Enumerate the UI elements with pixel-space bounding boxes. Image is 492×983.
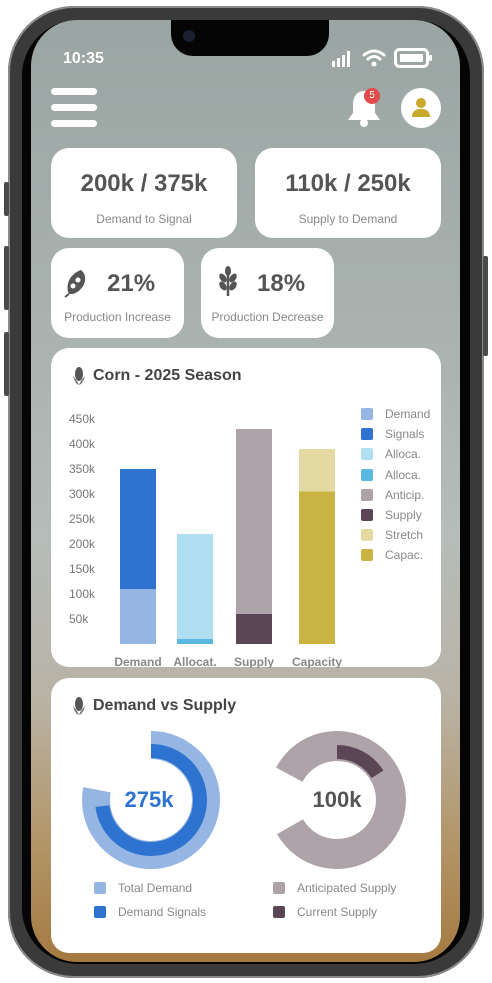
x-tick-label: Capacity	[292, 655, 342, 668]
stat-card-production-increase: 21% Production Increase	[51, 248, 184, 338]
volume-down-button	[4, 246, 9, 310]
menu-button[interactable]	[51, 88, 97, 128]
stat-label: Production Decrease	[211, 310, 324, 324]
donut-center-label: 100k	[313, 787, 363, 812]
bar-segment	[177, 639, 213, 644]
user-icon	[412, 98, 430, 117]
donut-demand-signals	[95, 744, 207, 856]
bar-segment	[299, 449, 335, 492]
avatar[interactable]	[401, 88, 441, 128]
front-camera	[183, 30, 195, 42]
stat-label: Demand to Signal	[96, 212, 192, 226]
stat-value: 18%	[257, 270, 306, 297]
notch	[171, 20, 329, 56]
chart-title: Demand vs Supply	[93, 697, 237, 714]
y-tick-label: 450k	[69, 412, 96, 426]
app-screen: 10:35 5 200k / 375k Demand to Signal	[31, 20, 460, 962]
y-tick-label: 150k	[69, 562, 96, 576]
season-bar-chart: 50k 100k 150k 200k 250k 300k 350k 400k 450k Deman…	[69, 412, 342, 668]
silent-switch	[4, 332, 9, 396]
stat-value: 21%	[107, 270, 156, 297]
stat-label: Supply to Demand	[298, 212, 398, 226]
stat-card-production-decrease: 18% Production Decrease	[201, 248, 334, 338]
corn-icon	[73, 697, 85, 715]
battery-icon	[394, 48, 432, 68]
stat-card-demand-signal: 200k / 375k Demand to Signal	[51, 148, 237, 238]
bar-segment	[177, 534, 213, 639]
volume-up-button	[4, 182, 9, 216]
stat-card-supply-demand: 110k / 250k Supply to Demand	[255, 148, 441, 238]
donut-current-supply	[336, 745, 384, 779]
bar-segment	[299, 491, 335, 644]
stat-value: 200k / 375k	[80, 170, 208, 197]
season-chart-card: Corn - 2025 Season 50k 100k 150k 200k 250k 30…	[51, 348, 441, 668]
y-tick-label: 250k	[69, 512, 96, 526]
bar-segment	[236, 614, 272, 644]
y-tick-label: 300k	[69, 487, 96, 501]
bar-segment	[120, 469, 156, 589]
y-tick-label: 100k	[69, 587, 96, 601]
wheat-icon	[219, 266, 237, 296]
stat-label: Production Increase	[64, 310, 171, 324]
status-icons	[332, 48, 432, 68]
x-tick-label: Supply	[234, 655, 274, 668]
demand-supply-card: Demand vs Supply 275k 100k Total Demand D…	[51, 678, 441, 953]
stat-value: 110k / 250k	[285, 170, 411, 197]
x-tick-label: Allocat.	[173, 655, 216, 668]
y-tick-label: 350k	[69, 462, 96, 476]
y-tick-label: 200k	[69, 537, 96, 551]
y-tick-label: 50k	[69, 612, 89, 626]
corn-icon	[73, 367, 85, 385]
chart-title: Corn - 2025 Season	[93, 367, 242, 384]
x-tick-label: Demand	[114, 655, 161, 668]
bar-segment	[120, 589, 156, 644]
y-tick-label: 400k	[69, 437, 96, 451]
wifi-icon	[362, 49, 386, 67]
donut-center-label: 275k	[125, 787, 175, 812]
demand-supply-donuts: 275k 100k	[82, 731, 406, 869]
notification-badge: 5	[364, 88, 380, 104]
bar-segment	[236, 429, 272, 614]
signal-icon	[332, 51, 350, 67]
status-time: 10:35	[63, 50, 104, 67]
seed-pod-icon	[64, 270, 86, 298]
power-button	[483, 256, 488, 356]
donut-anticipated-supply	[276, 731, 406, 869]
